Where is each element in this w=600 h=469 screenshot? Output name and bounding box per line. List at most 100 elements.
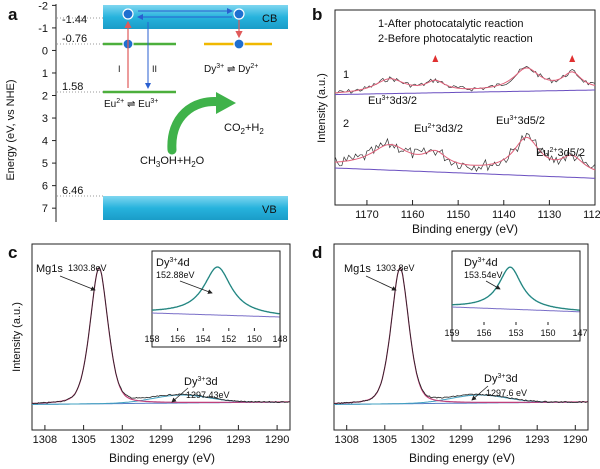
c-xtick-label: 1299 <box>149 434 173 446</box>
c-xtick-label: 1308 <box>33 434 57 446</box>
panel-d-letter: d <box>312 243 322 262</box>
panel-d-mg-label: Mg1s <box>344 263 371 275</box>
panel-b-xtick-label: 1120 <box>583 209 600 221</box>
panel-a-tick-label: -1 <box>38 23 48 35</box>
panel-a-tick-label: 7 <box>42 203 48 215</box>
c-inset-xtick-label: 150 <box>247 334 262 344</box>
panel-c-inset-label: Dy3+4d <box>156 257 190 269</box>
electron-cb-2 <box>233 8 245 20</box>
panel-c-inset-frame <box>151 250 281 348</box>
curve-1-peak-marker <box>432 55 439 62</box>
panel-c-mg-label: Mg1s <box>36 263 63 275</box>
d-inset-xtick-label: 159 <box>444 328 459 338</box>
level-label-4: 6.46 <box>62 185 83 197</box>
panel-c-inset-arrow <box>179 280 213 294</box>
c-inset-raw <box>151 266 280 315</box>
vb-label: VB <box>262 204 277 216</box>
panel-b-xlabel: Binding energy (eV) <box>412 222 518 236</box>
level-label-1: -1.44 <box>62 14 87 26</box>
product-label: CO2+H2 <box>224 122 264 136</box>
panel-a-tick-label: 6 <box>42 181 48 193</box>
c-xtick-label: 1290 <box>265 434 289 446</box>
panel-d-inset-frame <box>451 250 581 342</box>
curve-1-baseline <box>334 89 595 96</box>
electron-dy <box>233 38 245 50</box>
panel-c-xlabel: Binding energy (eV) <box>109 451 215 465</box>
panel-c-curves <box>31 266 291 405</box>
electron-cb-1 <box>122 8 134 20</box>
d-xtick-label: 1305 <box>373 434 397 446</box>
c-inset-xtick-label: 156 <box>170 334 185 344</box>
curve-2-fit <box>334 136 596 171</box>
panel-a-tick-label: 5 <box>42 158 48 170</box>
c-inset-xtick-label: 152 <box>221 334 236 344</box>
panel-c-dy3d-value: 1297.43eV <box>186 390 230 400</box>
c-xtick-label: 1302 <box>110 434 134 446</box>
panel-c-inset-curves <box>151 266 280 318</box>
arrow-i-label: I <box>118 64 121 74</box>
panel-a-letter: a <box>8 5 18 24</box>
panel-b-letter: b <box>312 5 322 24</box>
curve-1-fit <box>334 67 596 94</box>
panel-a-tick-label: 1 <box>42 68 48 80</box>
legend-2: 2-Before photocatalytic reaction <box>378 33 533 45</box>
panel-c-inset-ticks: 158 156 154 152 150 148 <box>144 328 288 344</box>
panel-c-dy3d-label: Dy3+3d <box>184 376 218 388</box>
curve-1-peak-marker <box>569 55 576 62</box>
d-raw <box>333 266 589 405</box>
panel-b-ylabel: Intensity (a.u.) <box>316 73 328 143</box>
c-inset-xtick-label: 158 <box>144 334 159 344</box>
panel-d-inset-arrow <box>485 280 501 290</box>
panel-a: a -2 -1 0 1 2 3 4 5 6 7 Energy (eV, vs NHE) -1.44… <box>5 0 288 222</box>
level-label-2: -0.76 <box>62 33 87 45</box>
panel-b-curves <box>334 55 596 179</box>
panel-c-dy3d-arrow <box>171 387 189 403</box>
d-xtick-label: 1299 <box>449 434 473 446</box>
peak-label-3: Eu3+3d5/2 <box>496 115 545 127</box>
panel-c: c 1308 1305 1302 1299 1296 1293 1290 Binding e… <box>8 243 291 465</box>
d-inset-xtick-label: 156 <box>476 328 491 338</box>
d-inset-xtick-label: 150 <box>540 328 555 338</box>
panel-b-ticks: 1170 1160 1150 1140 1130 1120 <box>355 200 600 221</box>
c-xtick-label: 1305 <box>71 434 95 446</box>
curve-2-baseline <box>334 167 596 179</box>
legend-1: 1-After photocatalytic reaction <box>378 18 524 30</box>
curve-2-label: 2 <box>343 118 349 130</box>
panel-a-tick-label: 4 <box>42 136 48 148</box>
panel-d-mg-arrow <box>365 275 397 291</box>
panel-d-xlabel: Binding energy (eV) <box>409 451 515 465</box>
panel-a-ticks: -2 -1 0 1 2 3 4 5 6 7 <box>38 0 56 215</box>
peak-label-4: Eu2+3d5/2 <box>536 147 585 159</box>
panel-b-xtick-label: 1130 <box>538 209 562 221</box>
valence-band <box>103 196 288 220</box>
panel-a-tick-label: 2 <box>42 91 48 103</box>
c-raw <box>31 266 291 405</box>
reaction-arrow-head <box>216 92 236 114</box>
panel-d-inset-label: Dy3+4d <box>464 257 498 269</box>
d-inset-raw <box>451 266 580 311</box>
c-xtick-label: 1296 <box>187 434 211 446</box>
panel-b-xtick-label: 1170 <box>355 209 379 221</box>
panel-a-tick-label: -2 <box>38 0 48 12</box>
d-inset-baseline <box>452 306 580 313</box>
panel-b-xtick-label: 1160 <box>401 209 425 221</box>
d-xtick-label: 1296 <box>487 434 511 446</box>
panel-b-xtick-label: 1150 <box>446 209 470 221</box>
panel-c-inset-value: 152.88eV <box>156 270 195 280</box>
panel-a-ylabel: Energy (eV, vs NHE) <box>5 79 17 180</box>
panel-b-xtick-label: 1140 <box>492 209 516 221</box>
c-inset-baseline <box>152 312 280 318</box>
eu-equation: Eu2+ ⇌ Eu3+ <box>104 98 158 110</box>
arrow-ii-label: II <box>152 64 157 74</box>
panel-d-dy3d-value: 1297.6 eV <box>486 388 527 398</box>
panel-d-dy3d-label: Dy3+3d <box>484 373 518 385</box>
d-inset-xtick-label: 147 <box>572 328 587 338</box>
panel-d-inset-ticks: 159 156 153 150 147 <box>444 322 588 338</box>
panel-b-frame <box>334 9 596 206</box>
curve-1-label: 1 <box>343 69 349 81</box>
d-xtick-label: 1302 <box>411 434 435 446</box>
panel-d-mg-value: 1303.8eV <box>376 263 415 273</box>
panel-c-letter: c <box>8 243 17 262</box>
c-inset-xtick-label: 148 <box>272 334 287 344</box>
panel-c-ylabel: Intensity (a.u.) <box>11 302 23 372</box>
